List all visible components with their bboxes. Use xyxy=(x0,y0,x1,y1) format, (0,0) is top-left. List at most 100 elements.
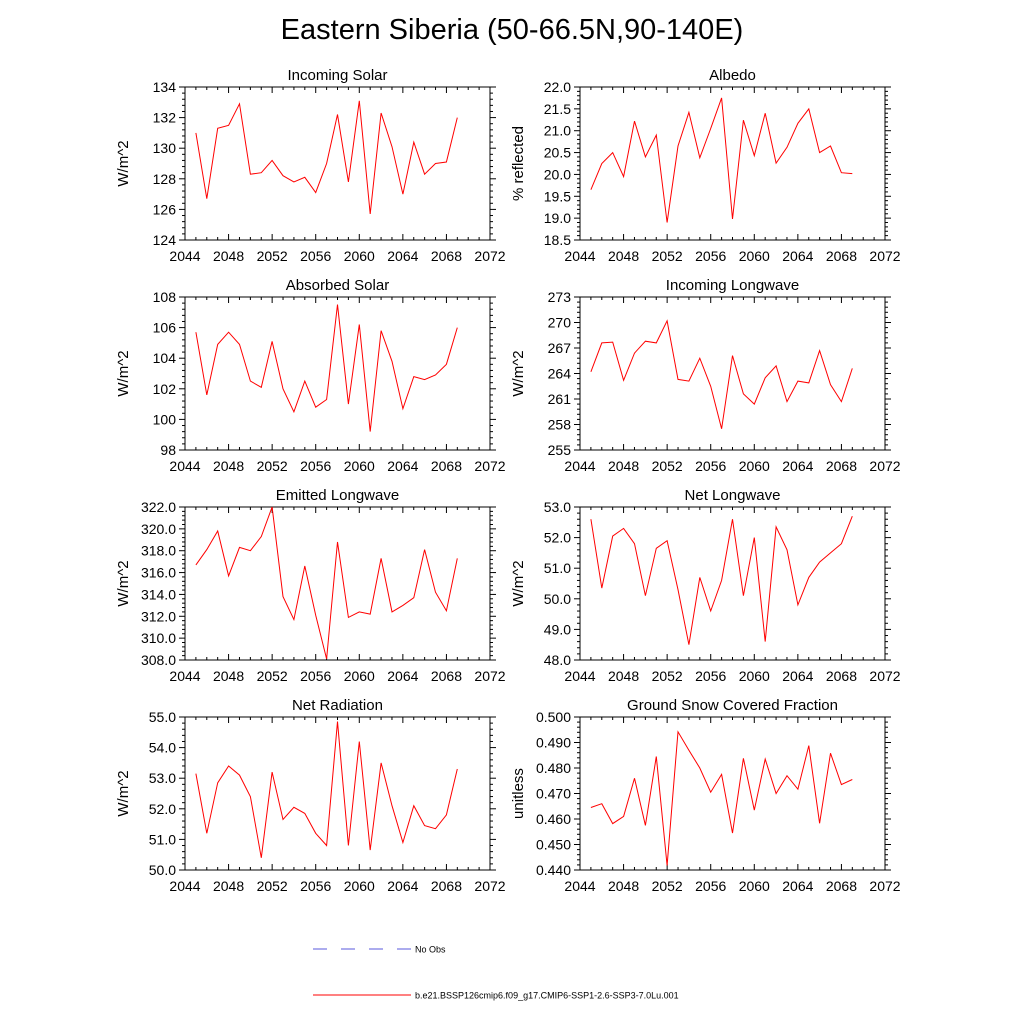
x-tick-label: 2056 xyxy=(695,458,726,474)
chart-panels: Incoming Solar W/m^2 2044 2048 2052 2056 2060 2… xyxy=(115,67,901,894)
x-tick-label: 2064 xyxy=(387,878,418,894)
x-tick-label: 2044 xyxy=(169,458,200,474)
x-tick-label: 2044 xyxy=(169,248,200,264)
legend-obs-label: No Obs xyxy=(415,945,446,955)
y-tick-label: 255 xyxy=(548,442,572,458)
legend-model-label: b.e21.BSSP126cmip6.f09_g17.CMIP6-SSP1-2.… xyxy=(415,991,679,1001)
x-tick-label: 2056 xyxy=(300,248,331,264)
y-tick-label: 0.450 xyxy=(536,837,571,853)
series-line xyxy=(590,730,853,866)
y-tick-label: 100 xyxy=(153,411,177,427)
x-tick-label: 2048 xyxy=(213,668,244,684)
panel-absorbed-solar: Absorbed Solar W/m^2 2044 2048 2052 2056 2060 2… xyxy=(115,277,506,474)
x-tick-label: 2064 xyxy=(782,248,813,264)
panel-title: Net Radiation xyxy=(292,697,383,714)
plot-frame xyxy=(184,506,491,661)
y-axis-label: W/m^2 xyxy=(510,560,527,606)
series-line xyxy=(195,506,458,660)
y-tick-label: 52.0 xyxy=(544,530,571,546)
y-tick-label: 19.5 xyxy=(544,188,571,204)
y-tick-label: 308.0 xyxy=(141,652,176,668)
y-tick-label: 0.490 xyxy=(536,735,571,751)
x-tick-label: 2056 xyxy=(300,458,331,474)
plot-frame xyxy=(579,716,886,871)
y-tick-label: 48.0 xyxy=(544,652,571,668)
x-tick-label: 2056 xyxy=(300,878,331,894)
y-tick-label: 124 xyxy=(153,232,177,248)
y-tick-label: 320.0 xyxy=(141,521,176,537)
panel-incoming-solar: Incoming Solar W/m^2 2044 2048 2052 2056 2060 2… xyxy=(115,67,506,264)
x-tick-label: 2056 xyxy=(695,878,726,894)
x-tick-label: 2072 xyxy=(474,248,505,264)
x-tick-label: 2044 xyxy=(564,248,595,264)
y-tick-label: 55.0 xyxy=(149,709,176,725)
y-axis-label: W/m^2 xyxy=(510,350,527,396)
y-tick-label: 310.0 xyxy=(141,630,176,646)
y-tick-label: 54.0 xyxy=(149,740,176,756)
x-tick-label: 2056 xyxy=(695,248,726,264)
x-tick-label: 2072 xyxy=(869,668,900,684)
x-tick-label: 2072 xyxy=(869,248,900,264)
x-tick-label: 2044 xyxy=(169,668,200,684)
x-tick-label: 2044 xyxy=(564,668,595,684)
plot-frame xyxy=(184,716,491,871)
y-tick-label: 51.0 xyxy=(149,831,176,847)
y-tick-label: 108 xyxy=(153,289,177,305)
x-tick-label: 2048 xyxy=(213,878,244,894)
y-tick-label: 18.5 xyxy=(544,232,571,248)
series-line xyxy=(195,100,458,215)
x-tick-label: 2060 xyxy=(344,458,375,474)
y-tick-label: 316.0 xyxy=(141,565,176,581)
legend: No Obs b.e21.BSSP126cmip6.f09_g17.CMIP6-… xyxy=(313,945,679,1001)
x-tick-label: 2044 xyxy=(564,458,595,474)
y-axis-label: W/m^2 xyxy=(115,560,132,606)
x-tick-label: 2064 xyxy=(387,668,418,684)
y-tick-label: 132 xyxy=(153,110,177,126)
panel-net-longwave: Net Longwave W/m^2 2044 2048 2052 2056 2060 206… xyxy=(510,487,901,684)
x-tick-label: 2072 xyxy=(869,458,900,474)
x-tick-label: 2052 xyxy=(257,668,288,684)
y-tick-label: 53.0 xyxy=(544,499,571,515)
x-tick-label: 2068 xyxy=(826,458,857,474)
panel-title: Incoming Longwave xyxy=(666,277,799,294)
y-tick-label: 126 xyxy=(153,201,177,217)
x-tick-label: 2052 xyxy=(257,458,288,474)
y-axis-label: W/m^2 xyxy=(115,770,132,816)
panel-title: Net Longwave xyxy=(685,487,781,504)
y-tick-label: 19.0 xyxy=(544,210,571,226)
series-line xyxy=(590,319,853,429)
y-tick-label: 312.0 xyxy=(141,608,176,624)
x-tick-label: 2052 xyxy=(257,248,288,264)
x-tick-label: 2068 xyxy=(431,668,462,684)
y-tick-label: 20.5 xyxy=(544,145,571,161)
x-tick-label: 2068 xyxy=(431,878,462,894)
panel-title: Ground Snow Covered Fraction xyxy=(627,697,838,714)
panel-incoming-longwave: Incoming Longwave W/m^2 2044 2048 2052 2056 20… xyxy=(510,277,901,474)
x-tick-label: 2060 xyxy=(739,668,770,684)
y-tick-label: 270 xyxy=(548,315,572,331)
x-tick-label: 2048 xyxy=(608,668,639,684)
x-tick-label: 2064 xyxy=(782,878,813,894)
panel-title: Albedo xyxy=(709,67,756,84)
y-tick-label: 318.0 xyxy=(141,543,176,559)
x-tick-label: 2064 xyxy=(782,458,813,474)
x-tick-label: 2060 xyxy=(344,248,375,264)
y-axis-label: unitless xyxy=(510,768,527,819)
x-tick-label: 2048 xyxy=(608,878,639,894)
x-tick-label: 2044 xyxy=(169,878,200,894)
x-tick-label: 2068 xyxy=(826,248,857,264)
x-tick-label: 2060 xyxy=(344,878,375,894)
x-tick-label: 2072 xyxy=(474,668,505,684)
panel-title: Incoming Solar xyxy=(287,67,387,84)
y-axis-label: W/m^2 xyxy=(115,350,132,396)
y-tick-label: 130 xyxy=(153,140,177,156)
y-tick-label: 104 xyxy=(153,350,177,366)
panel-ground-snow-covered-fraction: Ground Snow Covered Fraction unitless 2044… xyxy=(510,697,901,894)
x-tick-label: 2048 xyxy=(608,248,639,264)
y-tick-label: 0.440 xyxy=(536,862,571,878)
y-tick-label: 22.0 xyxy=(544,79,571,95)
x-tick-label: 2048 xyxy=(608,458,639,474)
y-tick-label: 0.500 xyxy=(536,709,571,725)
x-tick-label: 2072 xyxy=(474,458,505,474)
y-tick-label: 0.470 xyxy=(536,786,571,802)
